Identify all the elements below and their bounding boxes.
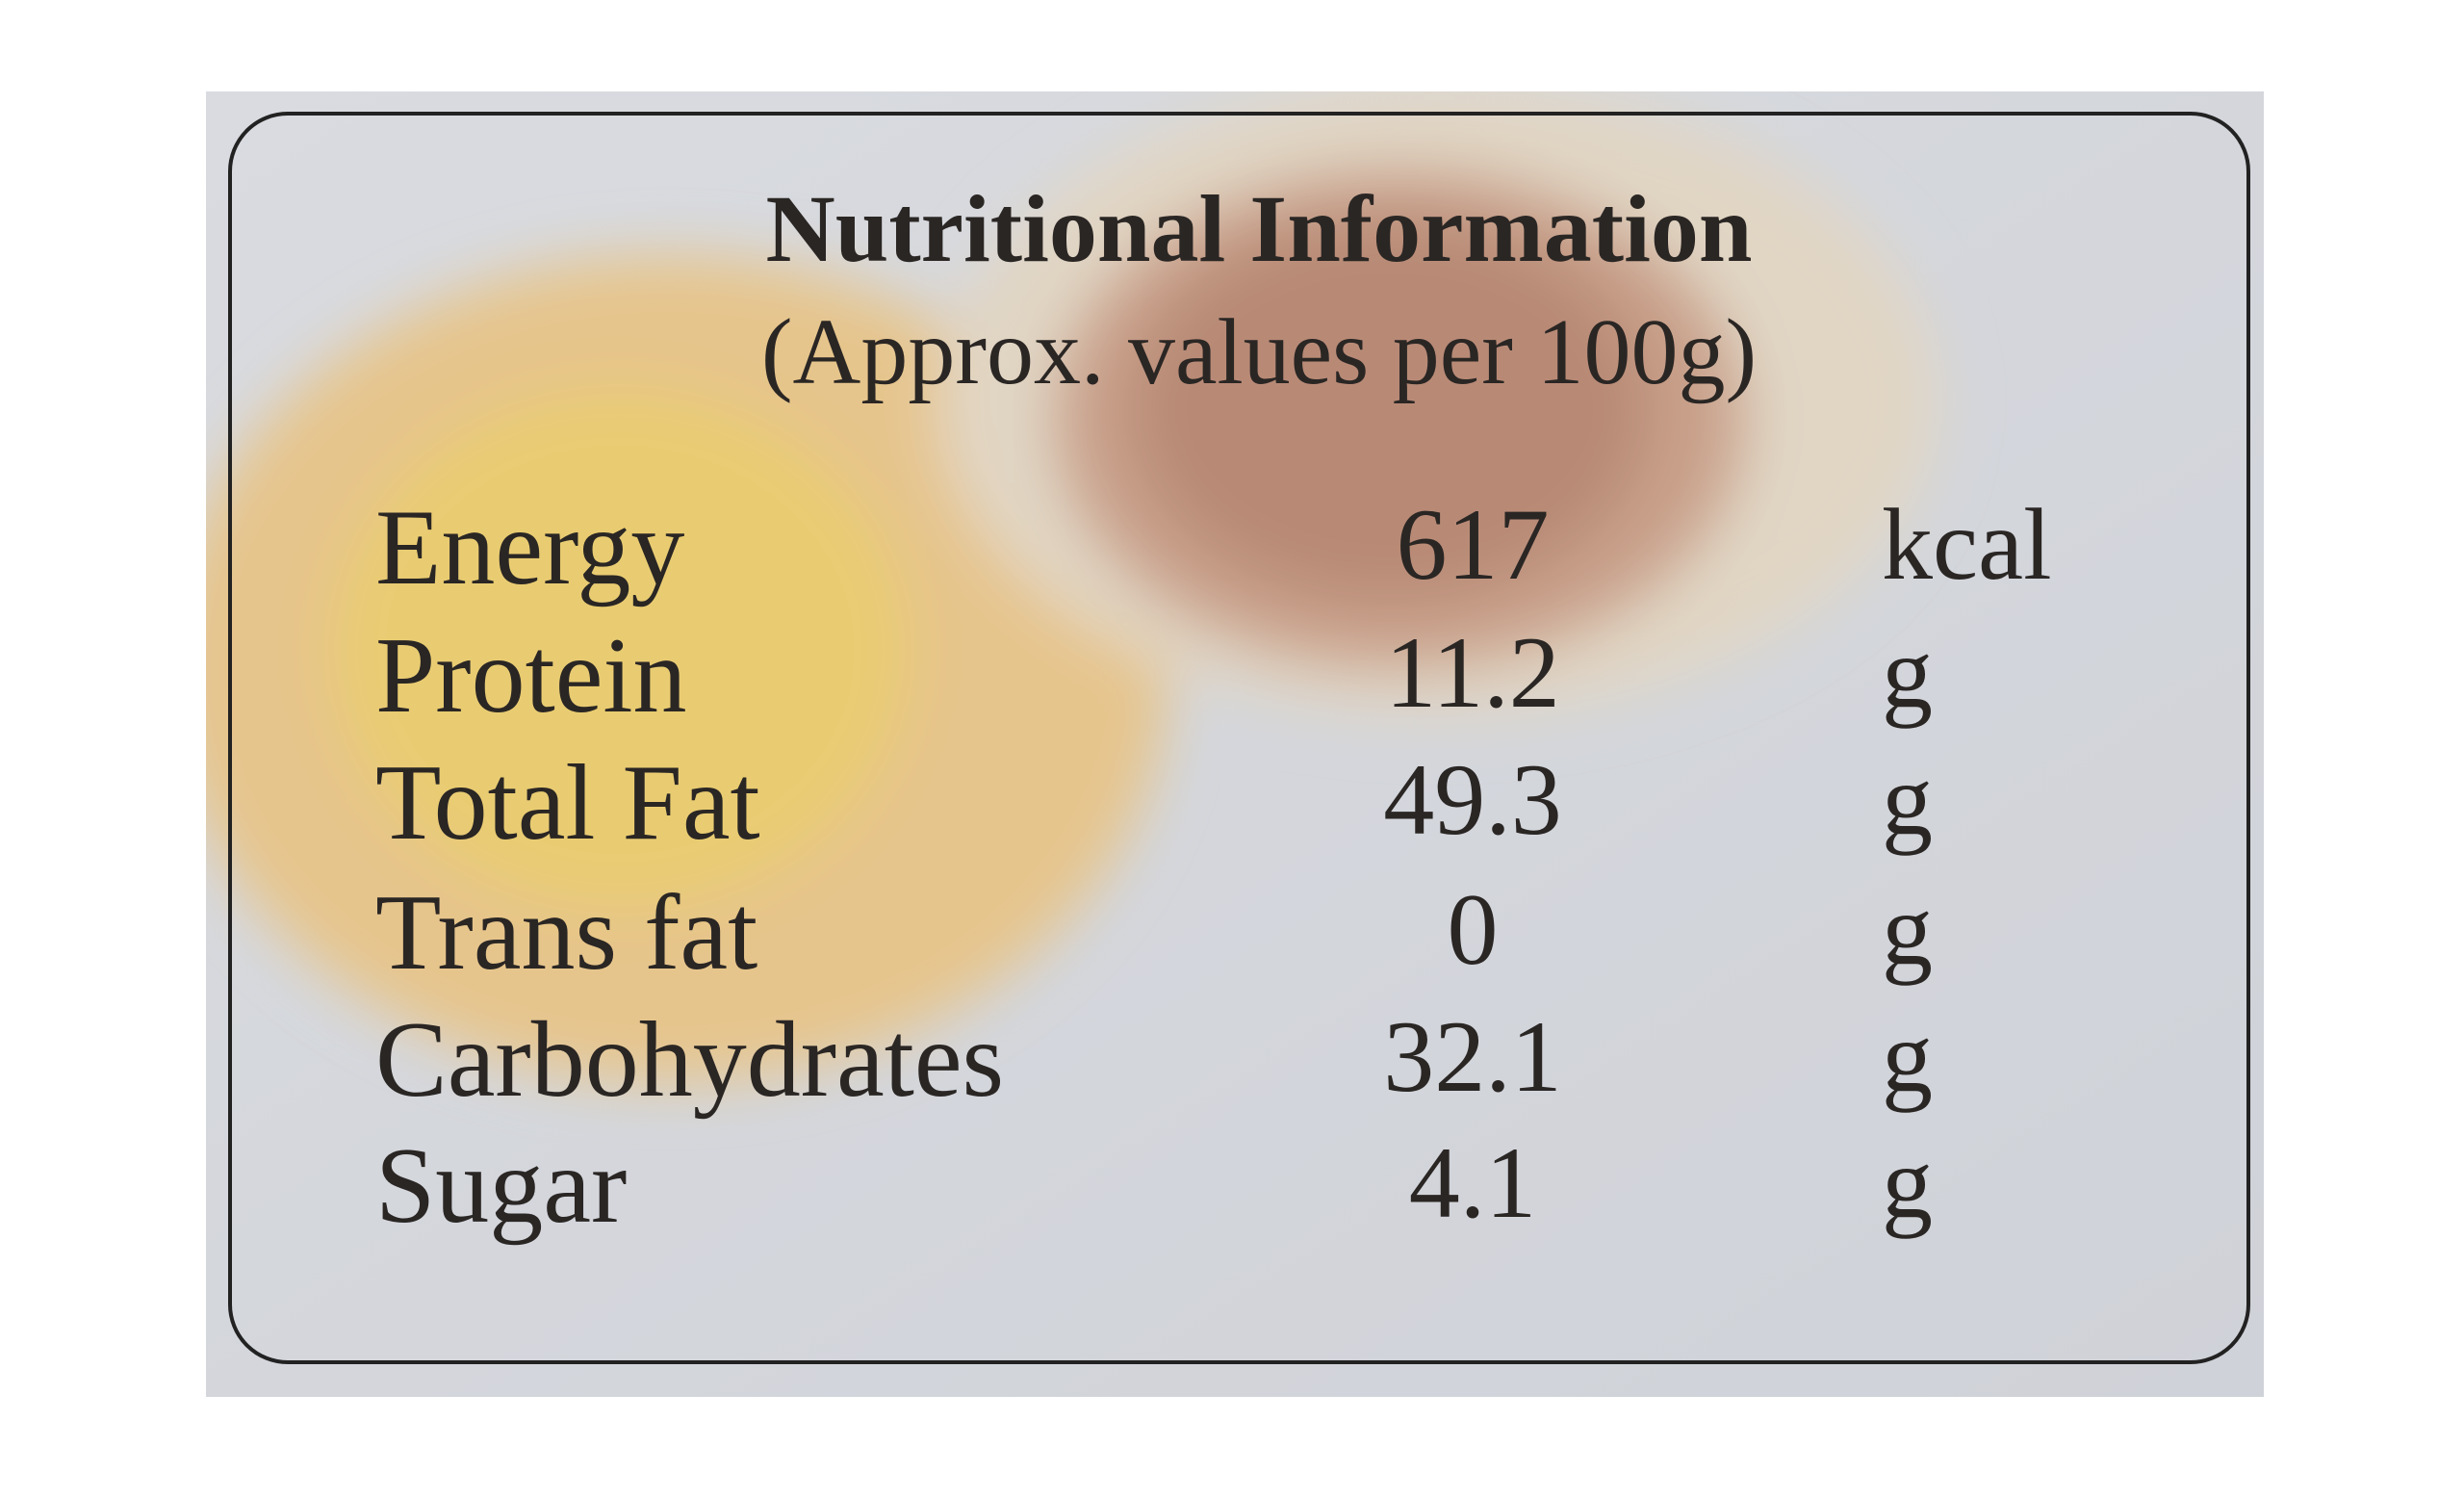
nutrient-value: 11.2: [1385, 616, 1560, 729]
border: [228, 112, 2250, 1364]
nutrient-name: Sugar: [375, 1126, 628, 1246]
nutrient-value: 49.3: [1383, 743, 1562, 856]
nutrient-unit: g: [1882, 873, 1933, 986]
nutrient-unit: g: [1882, 743, 1933, 856]
nutrient-name: Energy: [375, 488, 685, 607]
nutrient-name: Protein: [375, 616, 687, 736]
nutrient-value: 4.1: [1408, 1126, 1537, 1239]
nutrient-name: Carbohydrates: [375, 1000, 1005, 1120]
title: Nutritional Information: [765, 175, 1753, 282]
nutrient-value: 32.1: [1383, 1000, 1562, 1113]
nutrient-value: 0: [1447, 873, 1499, 986]
nutrient-unit: kcal: [1882, 488, 2052, 601]
label-photo: [206, 91, 2264, 1397]
nutrient-name: Trans fat: [375, 873, 758, 993]
nutrient-unit: g: [1882, 1000, 1933, 1113]
nutrient-unit: g: [1882, 616, 1933, 729]
nutrient-unit: g: [1882, 1126, 1933, 1239]
subtitle: (Approx. values per 100g): [760, 300, 1758, 404]
nutrient-value: 617: [1396, 488, 1550, 601]
nutrient-name: Total Fat: [375, 743, 760, 863]
